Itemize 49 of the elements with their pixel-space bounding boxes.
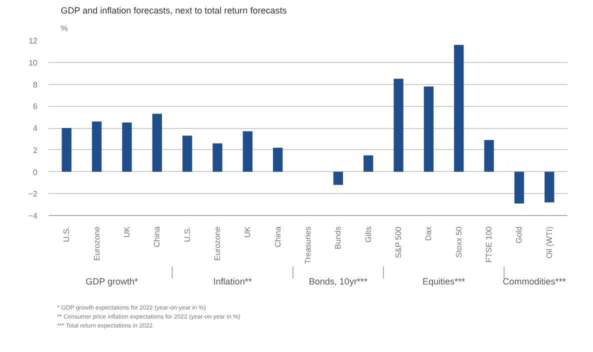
text: Commodities*** (502, 276, 566, 286)
bar (333, 172, 343, 185)
x-tick-label: FTSE 100 (484, 226, 494, 263)
bar (152, 114, 162, 172)
y-tick-label: −4 (28, 212, 38, 220)
text: Bonds, 10yr*** (308, 276, 368, 286)
bar (242, 131, 252, 172)
y-tick-label: 2 (33, 146, 38, 155)
bar (454, 44, 464, 172)
bar (62, 128, 72, 172)
y-tick-label: 4 (33, 124, 38, 133)
y-axis-title: % (60, 24, 68, 33)
x-tick-label: China (273, 226, 282, 248)
y-tick-label: 8 (33, 80, 38, 90)
x-tick-label: U.S. (182, 226, 192, 242)
text: Inflation** (213, 276, 252, 286)
x-tick-label: Treasuries (304, 226, 312, 264)
x-tick-label: Gold (514, 226, 524, 244)
bar (122, 122, 132, 172)
x-tick-label: Dax (424, 226, 434, 241)
text: Equities*** (422, 276, 466, 286)
x-tick-label: Bunds (334, 226, 343, 250)
bar (424, 86, 434, 172)
bar (92, 121, 102, 172)
x-tick-label: Gilts (364, 226, 373, 242)
bar (514, 172, 524, 204)
y-tick-label: 6 (33, 102, 38, 112)
bar (212, 143, 222, 172)
x-tick-label: Eurozone (92, 226, 102, 261)
x-tick-label: China (152, 226, 162, 248)
bar (182, 136, 192, 172)
x-tick-label: Stoxx 50 (454, 226, 464, 258)
x-tick-label: U.S. (62, 226, 72, 242)
bar (364, 155, 374, 172)
x-tick-label: Oil (WTI) (544, 226, 554, 258)
y-tick-label: 12 (28, 36, 38, 46)
y-tick-label: −2 (28, 190, 38, 199)
text: GDP growth* (86, 276, 138, 286)
bar (394, 78, 404, 172)
y-tick-label: 10 (28, 58, 38, 68)
x-tick-label: UK (243, 226, 252, 238)
x-tick-label: Eurozone (212, 226, 222, 261)
chart-title: GDP and inflation forecasts, next to total return forecasts (60, 6, 288, 16)
bar (484, 140, 494, 172)
y-tick-label: 0 (33, 168, 38, 177)
bar (544, 172, 554, 202)
x-tick-label: UK (122, 226, 132, 238)
bar (273, 148, 283, 172)
x-tick-label: S&P 500 (394, 226, 404, 258)
